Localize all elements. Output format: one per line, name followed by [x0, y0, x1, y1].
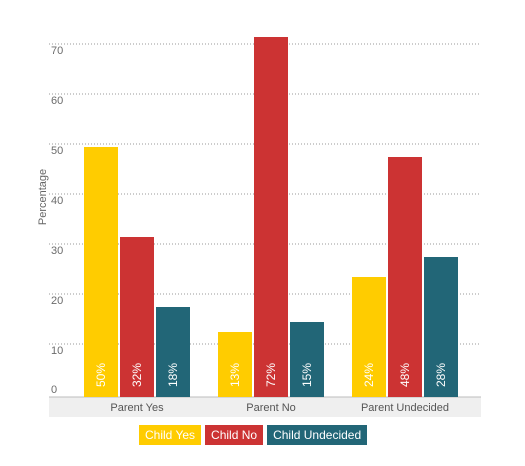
- bar-child-no-1: [120, 237, 154, 397]
- y-tick-40: 40: [51, 195, 63, 207]
- legend-item-child-undecided: Child Undecided: [267, 425, 368, 445]
- data-label-child-undecided-3: 28%: [434, 363, 448, 387]
- data-label-child-yes-2: 13%: [228, 363, 242, 387]
- bar-child-yes-2: [218, 332, 252, 397]
- y-tick-10: 10: [51, 345, 63, 357]
- data-label-child-no-2: 72%: [264, 363, 278, 387]
- data-label-child-no-1: 32%: [130, 363, 144, 387]
- bar-child-yes-3: [352, 277, 386, 397]
- x-tick-1: Parent Yes: [110, 402, 164, 414]
- y-axis-label: Percentage: [37, 169, 49, 225]
- x-tick-2: Parent No: [246, 402, 296, 414]
- y-tick-20: 20: [51, 295, 63, 307]
- bar-child-undecided-2: [290, 322, 324, 397]
- data-label-child-no-3: 48%: [398, 363, 412, 387]
- bar-child-undecided-3: [424, 257, 458, 397]
- y-tick-30: 30: [51, 245, 63, 257]
- bar-child-no-2: [254, 37, 288, 397]
- y-tick-50: 50: [51, 145, 63, 157]
- bar-child-no-3: [388, 157, 422, 397]
- y-tick-60: 60: [51, 95, 63, 107]
- data-label-child-yes-3: 24%: [362, 363, 376, 387]
- x-axis-band-rect: [49, 397, 481, 417]
- legend-item-child-no: Child No: [205, 425, 264, 445]
- legend: Child Yes Child No Child Undecided: [139, 425, 368, 445]
- bar-child-undecided-1: [156, 307, 190, 397]
- data-label-child-undecided-1: 18%: [166, 363, 180, 387]
- y-tick-0: 0: [51, 384, 57, 396]
- x-tick-3: Parent Undecided: [361, 402, 449, 414]
- y-tick-labels: 0 10 20 30 40 50 60 70: [51, 45, 63, 396]
- data-label-child-undecided-2: 15%: [300, 363, 314, 387]
- data-labels: 50% 32% 18% 13% 72% 15% 24% 48% 28%: [94, 363, 448, 387]
- legend-item-child-yes: Child Yes: [139, 425, 202, 445]
- x-tick-labels: Parent Yes Parent No Parent Undecided: [110, 402, 449, 414]
- bars: [84, 37, 458, 397]
- y-tick-70: 70: [51, 45, 63, 57]
- bar-child-yes-1: [84, 147, 118, 397]
- data-label-child-yes-1: 50%: [94, 363, 108, 387]
